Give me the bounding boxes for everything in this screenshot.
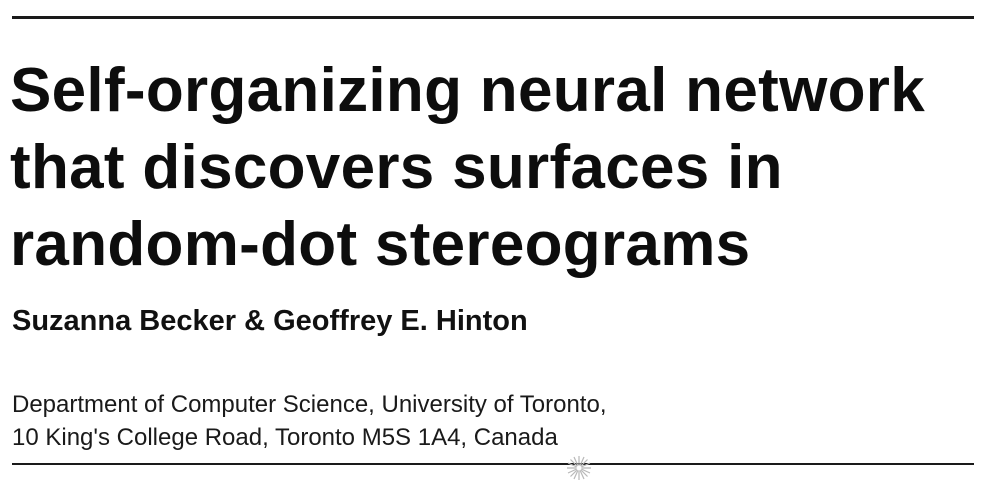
title-line-1: Self-organizing neural network: [10, 56, 925, 125]
affiliation-line-1: Department of Computer Science, Universi…: [12, 391, 607, 418]
starburst-watermark-icon: [567, 456, 591, 480]
author-affiliation: Department of Computer Science, Universi…: [12, 388, 607, 454]
top-rule: [12, 16, 974, 19]
paper-title: Self-organizing neural network that disc…: [10, 52, 970, 283]
paper-authors: Suzanna Becker & Geoffrey E. Hinton: [12, 305, 528, 337]
affiliation-line-2: 10 King's College Road, Toronto M5S 1A4,…: [12, 424, 558, 451]
title-line-3: random-dot stereograms: [10, 210, 751, 279]
bottom-rule: [12, 463, 974, 465]
title-line-2: that discovers surfaces in: [10, 133, 783, 202]
